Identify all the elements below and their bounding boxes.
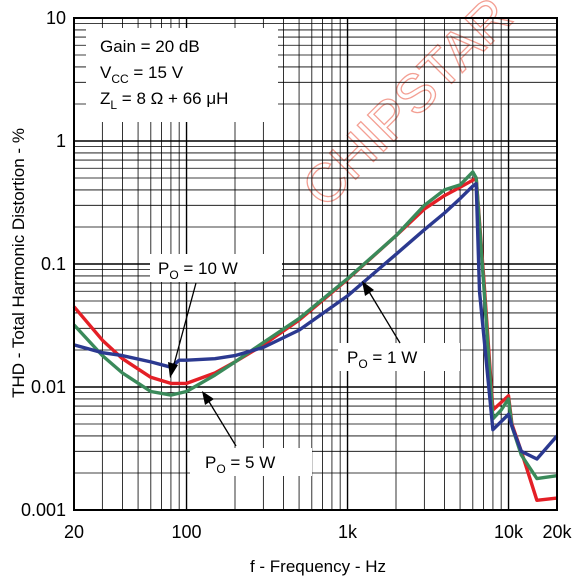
conditions-background bbox=[86, 28, 278, 122]
annotation-po-5w: PO = 5 W bbox=[190, 391, 312, 476]
annotation-po-1w-background bbox=[338, 343, 460, 371]
annotation-po-1w: PO = 1 W bbox=[338, 281, 460, 371]
zl-label: ZL = 8 Ω + 66 μH bbox=[100, 89, 228, 112]
annotation-po-1w-arrow bbox=[367, 289, 401, 344]
gain-label: Gain = 20 dB bbox=[100, 37, 200, 56]
annotation-po-5w-arrowhead bbox=[202, 391, 214, 405]
annotation-po-5w-label: PO = 5 W bbox=[205, 453, 275, 476]
watermark: CHIPSTAR bbox=[291, 0, 524, 219]
y-tick-label: 0.1 bbox=[41, 254, 66, 274]
plot-frame bbox=[73, 17, 558, 511]
annotation-po-10w-background bbox=[150, 254, 282, 282]
y-tick-label: 0.01 bbox=[31, 377, 66, 397]
x-tick-label: 20k bbox=[542, 522, 572, 542]
x-axis-label: f - Frequency - Hz bbox=[250, 557, 386, 576]
annotation-po-5w-background bbox=[190, 448, 312, 476]
y-tick-label: 10 bbox=[46, 8, 66, 28]
annotation-po-5w-arrow bbox=[207, 399, 237, 447]
annotation-po-10w-arrow bbox=[172, 282, 197, 369]
annotation-po-10w-arrowhead bbox=[168, 362, 178, 378]
x-tick-label: 1k bbox=[338, 522, 358, 542]
series-line-1 bbox=[72, 170, 558, 481]
y-axis-label: THD - Total Harmonic Distortion - % bbox=[9, 128, 28, 398]
conditions-box: Gain = 20 dB VCC = 15 V ZL = 8 Ω + 66 μH bbox=[86, 28, 278, 122]
x-tick-label: 10k bbox=[494, 522, 524, 542]
annotation-po-10w-label: PO = 10 W bbox=[158, 259, 238, 282]
annotation-po-1w-arrowhead bbox=[362, 281, 374, 296]
annotation-po-10w: PO = 10 W bbox=[150, 254, 282, 378]
y-tick-label: 1 bbox=[56, 131, 66, 151]
tick-labels: 20 100 1k 10k 20k 10 1 0.1 0.01 0.001 bbox=[21, 8, 573, 542]
annotation-po-1w-label: PO = 1 W bbox=[347, 348, 417, 371]
vcc-label: VCC = 15 V bbox=[100, 63, 184, 86]
x-tick-label: 20 bbox=[64, 522, 84, 542]
x-tick-label: 100 bbox=[172, 522, 202, 542]
y-tick-label: 0.001 bbox=[21, 500, 66, 520]
